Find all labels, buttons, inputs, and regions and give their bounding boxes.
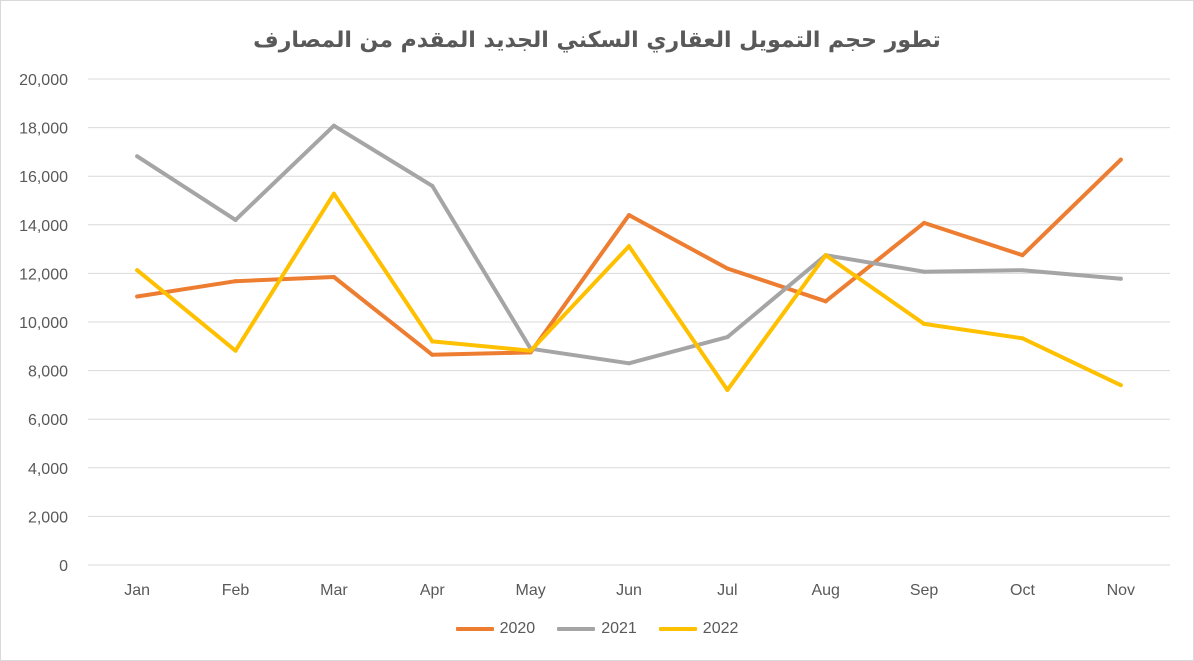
y-tick-label: 18,000 bbox=[19, 121, 68, 138]
data-point-2021 bbox=[1020, 268, 1025, 273]
data-point-2020 bbox=[627, 213, 631, 218]
data-point-2020 bbox=[135, 294, 140, 299]
y-tick-label: 12,000 bbox=[19, 266, 68, 283]
x-tick-label: Aug bbox=[811, 582, 839, 599]
data-point-2022 bbox=[1118, 383, 1123, 388]
x-tick-label: May bbox=[516, 582, 546, 599]
legend-swatch bbox=[455, 627, 494, 631]
data-point-2022 bbox=[922, 321, 927, 326]
legend-label: 2021 bbox=[601, 620, 637, 637]
y-tick-label: 10,000 bbox=[19, 315, 68, 332]
legend-swatch bbox=[557, 627, 596, 631]
legend-item-2021: 2021 bbox=[557, 620, 637, 638]
y-axis-tick-labels: 0 2,000 4,000 6,000 8,000 10,000 12,000 14,000 1… bbox=[19, 72, 68, 575]
data-point-2021 bbox=[233, 217, 238, 222]
data-point-2020 bbox=[1118, 157, 1123, 162]
data-point-2020 bbox=[725, 266, 730, 271]
legend-label: 2022 bbox=[702, 620, 739, 637]
y-tick-label: 8,000 bbox=[28, 364, 68, 381]
chart-title: تطور حجم التمويل العقاري السكني الجديد ا… bbox=[253, 28, 941, 53]
x-tick-label: Jun bbox=[616, 582, 642, 599]
x-tick-label: Jan bbox=[124, 582, 150, 599]
data-point-2022 bbox=[135, 268, 140, 273]
data-point-2022 bbox=[823, 253, 828, 258]
data-point-2021 bbox=[430, 183, 435, 188]
data-point-2021 bbox=[725, 335, 730, 340]
data-point-2022 bbox=[528, 348, 533, 353]
data-point-2020 bbox=[430, 352, 435, 357]
x-axis-tick-labels: Jan Feb Mar Apr May Jun Jul Aug Sep Oct Nov bbox=[124, 582, 1135, 599]
x-tick-label: Sep bbox=[910, 582, 939, 599]
y-tick-label: 20,000 bbox=[19, 72, 68, 89]
data-point-2021 bbox=[922, 269, 927, 274]
data-point-2020 bbox=[922, 220, 927, 225]
series-lines bbox=[135, 123, 1123, 393]
y-tick-label: 6,000 bbox=[28, 412, 68, 429]
data-point-2022 bbox=[627, 244, 631, 249]
data-point-2022 bbox=[725, 388, 730, 393]
legend-item-2022: 2022 bbox=[658, 620, 739, 638]
data-point-2020 bbox=[1020, 253, 1025, 258]
legend: 2020 2021 2022 bbox=[1, 620, 1193, 638]
legend-swatch bbox=[658, 627, 697, 631]
x-tick-label: Oct bbox=[1010, 582, 1035, 599]
y-tick-label: 14,000 bbox=[19, 218, 68, 235]
data-point-2022 bbox=[233, 348, 238, 353]
data-point-2022 bbox=[1020, 336, 1025, 341]
x-tick-label: Feb bbox=[222, 582, 250, 599]
data-point-2020 bbox=[233, 279, 238, 284]
data-point-2022 bbox=[331, 191, 336, 196]
data-point-2021 bbox=[1118, 276, 1123, 281]
y-tick-label: 2,000 bbox=[28, 509, 68, 526]
data-point-2020 bbox=[331, 275, 336, 280]
x-tick-label: Jul bbox=[717, 582, 737, 599]
series-line-2020 bbox=[135, 157, 1123, 357]
data-point-2021 bbox=[627, 361, 631, 366]
series-line-2022 bbox=[135, 191, 1123, 392]
legend-item-2020: 2020 bbox=[455, 620, 536, 638]
legend-label: 2020 bbox=[499, 620, 536, 637]
data-point-2021 bbox=[135, 154, 140, 159]
data-point-2021 bbox=[331, 123, 336, 128]
x-tick-label: Apr bbox=[420, 582, 446, 599]
y-tick-label: 4,000 bbox=[28, 461, 68, 478]
x-tick-label: Mar bbox=[320, 582, 348, 599]
data-point-2022 bbox=[430, 339, 435, 344]
y-tick-label: 16,000 bbox=[19, 169, 68, 186]
y-tick-label: 0 bbox=[59, 558, 68, 575]
gridlines bbox=[88, 78, 1170, 566]
data-point-2020 bbox=[823, 299, 828, 304]
x-tick-label: Nov bbox=[1107, 582, 1135, 599]
